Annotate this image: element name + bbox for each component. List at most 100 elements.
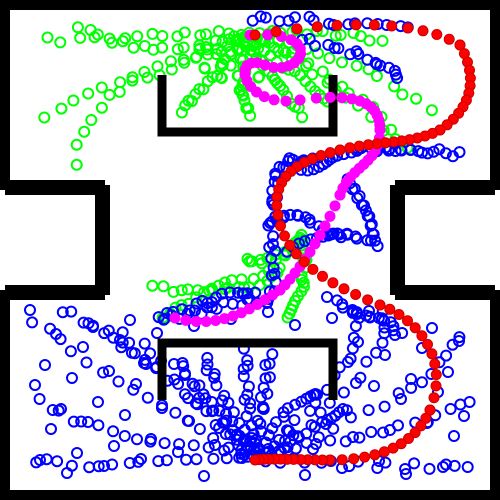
blue-tree-node (416, 376, 428, 389)
red-path-node (384, 303, 396, 315)
magenta-path-node (310, 92, 322, 104)
blue-tree-node (365, 426, 378, 438)
blue-tree-node (379, 349, 391, 361)
blue-tree-node (353, 431, 366, 444)
green-tree-node (67, 94, 80, 107)
green-tree-node (370, 70, 383, 82)
green-tree-node (203, 284, 216, 297)
red-path-node (359, 451, 371, 463)
red-path-node (307, 263, 319, 275)
blue-tree-node (106, 458, 119, 471)
magenta-solution-path (169, 29, 386, 327)
red-path-node (279, 230, 290, 242)
red-path-node (270, 26, 282, 38)
blue-tree-node (92, 419, 105, 432)
blue-tree-node (207, 452, 220, 465)
red-path-node (416, 330, 428, 342)
blue-tree-node (257, 401, 269, 413)
red-path-node (374, 299, 386, 311)
red-path-node (430, 380, 442, 392)
blue-tree-node (103, 365, 115, 377)
red-path-node (350, 289, 362, 300)
blue-tree-node (156, 402, 168, 414)
blue-tree-node (367, 228, 380, 241)
blue-tree-node (266, 238, 279, 251)
blue-tree-node (270, 416, 282, 429)
green-tree-node (165, 63, 178, 76)
green-tree-node (277, 84, 290, 96)
blue-tree-node (328, 42, 341, 54)
blue-tree-node (200, 364, 213, 377)
magenta-path-node (180, 314, 192, 326)
green-tree-node (201, 48, 214, 61)
blue-tree-node (138, 337, 151, 350)
green-tree-node (177, 41, 190, 54)
green-tree-node (312, 47, 324, 60)
blue-tree-node (448, 459, 461, 472)
green-search-tree (38, 21, 438, 324)
green-tree-node (244, 109, 257, 122)
green-tree-node (209, 34, 222, 47)
green-tree-node (255, 35, 268, 48)
blue-tree-node (283, 425, 295, 437)
blue-tree-node (241, 354, 254, 367)
red-path-node (284, 239, 296, 251)
red-path-node (431, 29, 443, 40)
blue-tree-node (289, 319, 301, 331)
blue-tree-node (268, 267, 281, 280)
magenta-path-node (280, 95, 292, 107)
blue-tree-node (298, 235, 311, 248)
green-tree-node (85, 114, 98, 126)
blue-tree-node (118, 430, 131, 442)
magenta-path-node (200, 316, 212, 327)
green-tree-node (233, 84, 246, 97)
blue-tree-node (379, 456, 392, 469)
blue-tree-node (140, 358, 152, 370)
blue-tree-node (55, 403, 67, 415)
blue-tree-node (320, 418, 332, 430)
magenta-path-node (294, 94, 306, 106)
blue-tree-node (251, 414, 264, 427)
green-tree-node (164, 55, 177, 68)
blue-tree-node (34, 454, 46, 466)
blue-tree-node (405, 381, 418, 394)
blue-tree-node (127, 383, 140, 396)
blue-tree-node (337, 386, 350, 399)
red-path-node (298, 256, 310, 268)
blue-tree-node (299, 469, 311, 481)
blue-tree-node (347, 431, 359, 443)
red-path-node (362, 139, 374, 151)
blue-tree-node (242, 380, 255, 393)
blue-tree-node (389, 329, 401, 341)
green-tree-node (272, 45, 285, 58)
blue-tree-node (97, 366, 110, 379)
blue-tree-node (87, 321, 99, 333)
magenta-path-node (190, 316, 202, 327)
blue-tree-node (188, 380, 201, 393)
blue-tree-node (321, 291, 333, 303)
magenta-path-node (319, 220, 331, 232)
blue-tree-node (427, 145, 440, 158)
blue-tree-node (151, 327, 163, 339)
blue-tree-node (352, 336, 364, 348)
blue-tree-node (82, 416, 94, 428)
blue-tree-node (123, 457, 136, 469)
magenta-path-node (210, 315, 222, 326)
green-tree-node (103, 88, 116, 101)
green-tree-node (84, 24, 97, 36)
green-tree-node (54, 36, 67, 49)
blue-tree-node (371, 462, 384, 474)
blue-search-tree (24, 10, 476, 482)
green-tree-node (350, 59, 363, 72)
blue-tree-node (56, 306, 69, 319)
blue-tree-node (24, 304, 36, 316)
blue-tree-node (440, 458, 452, 471)
green-tree-node (277, 44, 290, 57)
blue-tree-node (262, 306, 274, 318)
blue-tree-node (322, 38, 335, 51)
green-tree-node (70, 158, 83, 171)
blue-tree-node (284, 208, 297, 221)
green-tree-node (215, 57, 228, 70)
green-tree-node (126, 74, 139, 87)
blue-tree-node (262, 429, 275, 442)
